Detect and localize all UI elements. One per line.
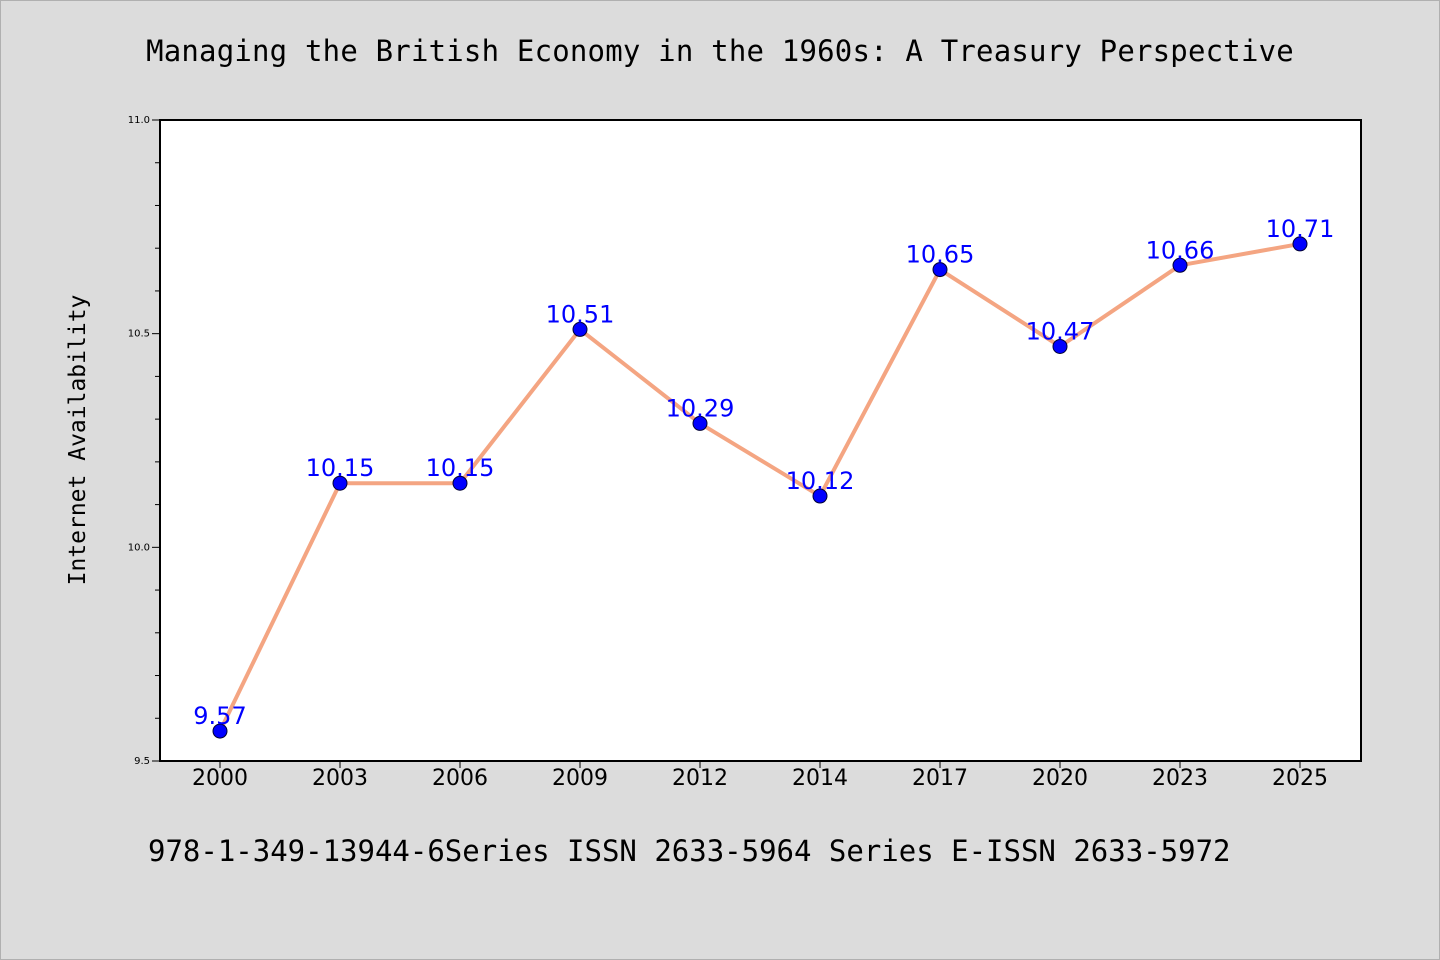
data-label: 10.66 bbox=[1146, 236, 1215, 264]
data-point bbox=[1292, 236, 1308, 252]
series-markers bbox=[212, 236, 1308, 739]
data-label: 10.51 bbox=[546, 300, 615, 328]
plot-area bbox=[159, 119, 1362, 762]
data-point bbox=[1052, 338, 1068, 354]
x-axis: 2000 2003 2006 2009 2012 2014 2017 2020 2023 2025 bbox=[192, 761, 1328, 791]
x-tick-label: 2017 bbox=[912, 766, 968, 791]
data-label: 10.65 bbox=[906, 241, 975, 269]
data-label: 10.47 bbox=[1026, 317, 1095, 345]
chart-title: Managing the British Economy in the 1960… bbox=[146, 34, 1294, 68]
data-point bbox=[452, 475, 468, 491]
data-point bbox=[932, 262, 948, 278]
series-line bbox=[218, 241, 1302, 734]
y-tick-label: 10.0 bbox=[128, 542, 150, 553]
footer-isbn-text: 978-1-349-13944-6Series ISSN 2633-5964 S… bbox=[148, 834, 1231, 868]
x-tick-label: 2023 bbox=[1152, 766, 1208, 791]
data-point bbox=[212, 723, 228, 739]
data-labels: 9.57 10.15 10.15 10.51 10.29 10.12 10.65 10.47 1… bbox=[193, 215, 1334, 730]
x-tick-label: 2006 bbox=[432, 766, 488, 791]
data-point bbox=[572, 321, 588, 337]
data-label: 10.29 bbox=[666, 394, 735, 422]
x-tick-label: 2025 bbox=[1272, 766, 1328, 791]
data-label: 10.12 bbox=[786, 467, 855, 495]
data-point bbox=[812, 488, 828, 504]
data-label: 9.57 bbox=[193, 702, 246, 730]
x-tick-label: 2014 bbox=[792, 766, 848, 791]
y-tick-label: 11.0 bbox=[128, 115, 150, 126]
y-tick-label: 9.5 bbox=[134, 756, 150, 767]
y-tick-label: 10.5 bbox=[128, 329, 150, 340]
x-tick-label: 2020 bbox=[1032, 766, 1088, 791]
x-tick-label: 2000 bbox=[192, 766, 248, 791]
data-point bbox=[692, 415, 708, 431]
y-axis: 9.5 10.0 10.5 11.0 bbox=[128, 115, 160, 767]
data-point bbox=[1172, 257, 1188, 273]
data-label: 10.15 bbox=[306, 454, 375, 482]
x-tick-label: 2009 bbox=[552, 766, 608, 791]
data-point bbox=[332, 475, 348, 491]
x-tick-label: 2012 bbox=[672, 766, 728, 791]
x-tick-label: 2003 bbox=[312, 766, 368, 791]
data-label: 10.15 bbox=[426, 454, 495, 482]
data-label: 10.71 bbox=[1266, 215, 1335, 243]
